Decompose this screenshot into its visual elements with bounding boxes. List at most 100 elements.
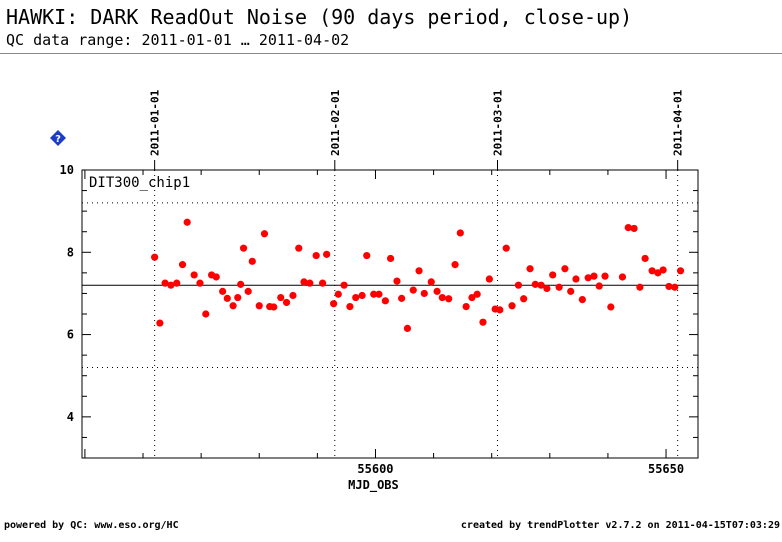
data-point-28 bbox=[300, 278, 308, 286]
grid-layer bbox=[82, 202, 698, 368]
y-tick-label-3: 10 bbox=[60, 163, 74, 177]
data-point-59 bbox=[479, 318, 487, 326]
data-point-15 bbox=[234, 293, 242, 302]
data-point-49 bbox=[420, 289, 428, 298]
data-point-56 bbox=[462, 302, 470, 311]
data-point-92 bbox=[676, 267, 685, 275]
data-point-12 bbox=[219, 287, 227, 295]
data-point-62 bbox=[496, 306, 504, 314]
data-point-53 bbox=[445, 295, 453, 303]
data-point-43 bbox=[386, 254, 395, 263]
data-point-90 bbox=[665, 282, 673, 291]
data-point-20 bbox=[255, 302, 263, 310]
data-point-38 bbox=[358, 291, 366, 300]
data-point-31 bbox=[318, 279, 327, 287]
chart-subtitle: QC data range: 2011-01-01 … 2011-04-02 bbox=[6, 31, 350, 49]
svg-text:?: ? bbox=[55, 134, 61, 145]
data-point-81 bbox=[607, 303, 615, 311]
panel-label: DIT300_chip1 bbox=[89, 175, 190, 191]
data-point-17 bbox=[239, 244, 248, 252]
data-point-60 bbox=[485, 275, 493, 283]
data-point-41 bbox=[375, 290, 383, 298]
data-point-64 bbox=[508, 302, 516, 310]
x-axis-label: MJD_OBS bbox=[348, 478, 399, 493]
data-point-11 bbox=[212, 273, 220, 281]
data-point-0 bbox=[151, 253, 159, 261]
data-point-19 bbox=[248, 257, 256, 265]
data-point-26 bbox=[289, 291, 297, 300]
x-tick-label-0: 55600 bbox=[357, 462, 393, 476]
data-point-69 bbox=[537, 281, 545, 289]
data-point-3 bbox=[167, 281, 175, 289]
data-point-77 bbox=[584, 274, 592, 282]
help-diamond-icon[interactable]: ? bbox=[50, 130, 66, 146]
data-point-74 bbox=[567, 287, 575, 295]
data-point-45 bbox=[398, 294, 406, 302]
data-point-44 bbox=[393, 277, 401, 285]
data-point-72 bbox=[555, 283, 563, 291]
footer-created-by: created by trendPlotter v2.7.2 on 2011-0… bbox=[460, 520, 780, 531]
data-point-6 bbox=[183, 218, 191, 226]
chart-title: HAWKI: DARK ReadOut Noise (90 days perio… bbox=[6, 5, 633, 29]
data-point-32 bbox=[323, 250, 331, 258]
data-point-42 bbox=[381, 297, 389, 305]
footer-powered-by: powered by QC: www.eso.org/HC bbox=[4, 520, 179, 531]
data-point-9 bbox=[202, 310, 210, 318]
data-point-86 bbox=[641, 254, 649, 263]
date-marker-label-2: 2011-03-01 bbox=[492, 89, 505, 156]
data-point-91 bbox=[671, 283, 679, 291]
data-point-76 bbox=[578, 296, 586, 304]
data-point-57 bbox=[468, 293, 476, 302]
data-point-24 bbox=[277, 293, 285, 302]
data-point-35 bbox=[340, 281, 348, 289]
y-tick-label-1: 6 bbox=[67, 328, 74, 342]
data-point-67 bbox=[526, 265, 534, 273]
data-point-39 bbox=[363, 251, 371, 260]
data-point-89 bbox=[659, 266, 667, 274]
data-point-2 bbox=[161, 279, 169, 287]
data-point-18 bbox=[244, 287, 252, 295]
data-point-29 bbox=[306, 279, 314, 287]
data-point-40 bbox=[370, 290, 378, 298]
axis-layer: 55600 55650 4 6 8 10 bbox=[60, 163, 698, 476]
data-point-30 bbox=[312, 251, 320, 260]
data-point-48 bbox=[415, 267, 423, 275]
data-point-68 bbox=[531, 280, 539, 288]
y-tick-label-0: 4 bbox=[67, 410, 74, 424]
date-marker-layer: 2011-01-01 2011-02-01 2011-03-01 2011-04-01 bbox=[149, 89, 685, 458]
data-point-8 bbox=[196, 279, 204, 287]
data-point-82 bbox=[618, 273, 627, 281]
data-point-4 bbox=[173, 279, 181, 287]
x-tick-label-1: 55650 bbox=[648, 462, 684, 476]
data-point-47 bbox=[409, 286, 417, 294]
data-point-84 bbox=[630, 224, 638, 233]
data-point-80 bbox=[601, 272, 609, 280]
data-point-85 bbox=[636, 283, 644, 291]
data-point-25 bbox=[282, 298, 291, 307]
date-marker-label-0: 2011-01-01 bbox=[149, 89, 162, 156]
data-point-75 bbox=[572, 275, 580, 283]
data-point-73 bbox=[561, 265, 569, 273]
date-marker-label-3: 2011-04-01 bbox=[672, 89, 685, 156]
data-point-50 bbox=[427, 278, 435, 286]
data-point-70 bbox=[543, 284, 551, 293]
data-point-21 bbox=[260, 230, 269, 238]
data-point-16 bbox=[237, 280, 245, 288]
plot-frame bbox=[81, 169, 699, 459]
data-point-14 bbox=[229, 302, 237, 310]
data-point-37 bbox=[352, 293, 360, 302]
data-point-58 bbox=[473, 290, 481, 298]
y-tick-label-2: 8 bbox=[67, 245, 74, 259]
data-point-78 bbox=[590, 272, 598, 280]
data-point-63 bbox=[502, 244, 510, 252]
data-point-46 bbox=[403, 324, 412, 332]
data-point-83 bbox=[624, 224, 632, 232]
data-point-71 bbox=[549, 271, 557, 279]
data-point-23 bbox=[270, 303, 278, 311]
points-layer bbox=[151, 218, 685, 332]
data-point-1 bbox=[156, 319, 164, 327]
data-point-51 bbox=[433, 287, 441, 295]
data-point-79 bbox=[595, 282, 603, 290]
data-point-52 bbox=[438, 293, 446, 302]
